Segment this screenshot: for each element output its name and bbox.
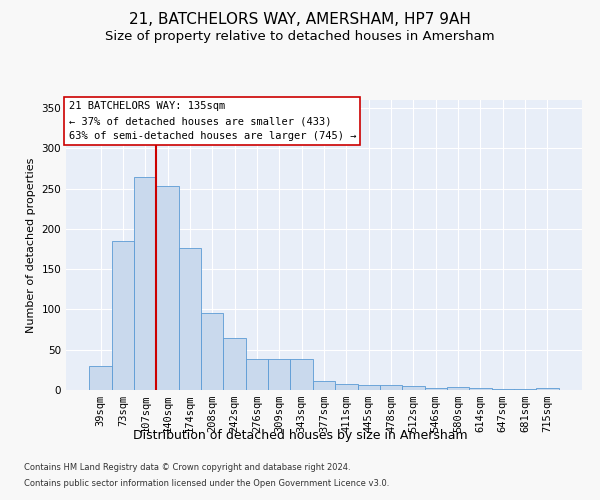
Text: 21, BATCHELORS WAY, AMERSHAM, HP7 9AH: 21, BATCHELORS WAY, AMERSHAM, HP7 9AH <box>129 12 471 28</box>
Bar <box>380 385 402 390</box>
Bar <box>536 388 559 390</box>
Bar <box>223 338 246 390</box>
Text: Distribution of detached houses by size in Amersham: Distribution of detached houses by size … <box>133 428 467 442</box>
Bar <box>514 389 536 390</box>
Bar <box>201 314 223 390</box>
Bar <box>335 384 358 390</box>
Bar <box>447 387 469 390</box>
Bar <box>157 186 179 390</box>
Y-axis label: Number of detached properties: Number of detached properties <box>26 158 36 332</box>
Bar <box>469 388 491 390</box>
Text: Contains HM Land Registry data © Crown copyright and database right 2024.: Contains HM Land Registry data © Crown c… <box>24 464 350 472</box>
Bar <box>112 241 134 390</box>
Bar <box>402 386 425 390</box>
Bar <box>290 360 313 390</box>
Bar <box>358 385 380 390</box>
Bar <box>179 248 201 390</box>
Text: Size of property relative to detached houses in Amersham: Size of property relative to detached ho… <box>105 30 495 43</box>
Bar <box>491 389 514 390</box>
Bar <box>425 388 447 390</box>
Bar <box>313 381 335 390</box>
Text: Contains public sector information licensed under the Open Government Licence v3: Contains public sector information licen… <box>24 478 389 488</box>
Bar <box>134 176 157 390</box>
Bar <box>268 360 290 390</box>
Bar <box>89 366 112 390</box>
Bar <box>246 360 268 390</box>
Text: 21 BATCHELORS WAY: 135sqm
← 37% of detached houses are smaller (433)
63% of semi: 21 BATCHELORS WAY: 135sqm ← 37% of detac… <box>68 102 356 141</box>
